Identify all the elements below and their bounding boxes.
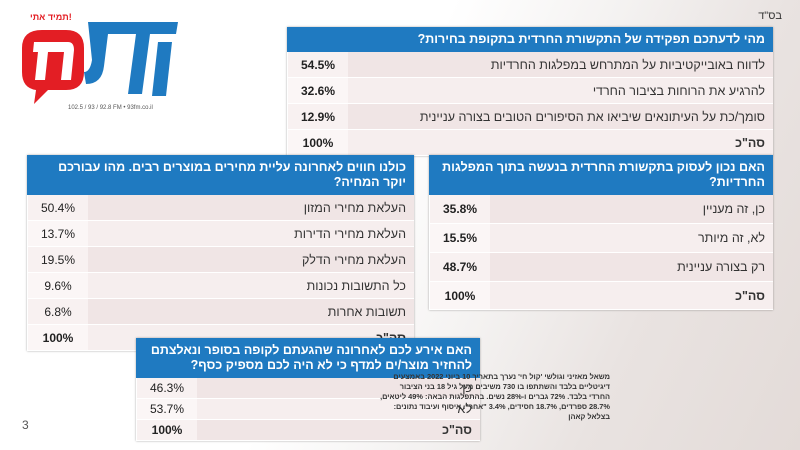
- q3-table: האם נכון לעסוק בתקשורת החרדית בנעשה בתוך…: [429, 155, 773, 310]
- row-value: 13.7%: [27, 221, 88, 246]
- logo-graphic: [22, 22, 178, 104]
- total-value: 100%: [429, 282, 490, 309]
- table-row: כן, זה מעניין 35.8%: [429, 195, 773, 224]
- row-value: 50.4%: [27, 195, 88, 220]
- table-row-total: סה"כ 100%: [136, 420, 480, 441]
- table-row: להרגיע את הרוחות בציבור החרדי 32.6%: [287, 78, 773, 104]
- table-row: כן 46.3%: [136, 378, 480, 399]
- bsd-label: בס"ד: [758, 10, 782, 22]
- q1-table: מהי לדעתכם תפקידה של התקשורת החרדית בתקו…: [287, 27, 773, 156]
- row-label: העלאת מחירי הדירות: [88, 221, 414, 246]
- row-label: כל התשובות נכונות: [88, 273, 414, 298]
- row-label: סומך/כת על העיתונאים שיביאו את הסיפורים …: [348, 104, 773, 129]
- row-value: 15.5%: [429, 224, 490, 252]
- logo-frequencies: 102.5 / 93 / 92.8 FM • 93fm.co.il: [68, 105, 153, 111]
- q2-question: כולנו חווים לאחרונה עליית מחירים במוצרים…: [27, 155, 414, 195]
- row-value: 54.5%: [287, 52, 348, 77]
- row-label: להרגיע את הרוחות בציבור החרדי: [348, 78, 773, 103]
- row-value: 6.8%: [27, 299, 88, 324]
- total-label: סה"כ: [348, 130, 773, 155]
- table-row: לדווח באובייקטיביות על המתרחש במפלגות הח…: [287, 52, 773, 78]
- row-label: העלאת מחירי המזון: [88, 195, 414, 220]
- total-label: סה"כ: [197, 420, 480, 440]
- total-value: 100%: [287, 130, 348, 155]
- row-label: לדווח באובייקטיביות על המתרחש במפלגות הח…: [348, 52, 773, 77]
- row-label: תשובות אחרות: [88, 299, 414, 324]
- row-value: 12.9%: [287, 104, 348, 129]
- row-value: 46.3%: [136, 378, 197, 398]
- row-label: רק בצורה עניינית: [490, 253, 773, 281]
- table-row: תשובות אחרות 6.8%: [27, 299, 414, 325]
- table-row: לא 53.7%: [136, 399, 480, 420]
- table-row: לא, זה מיותר 15.5%: [429, 224, 773, 253]
- table-row: העלאת מחירי המזון 50.4%: [27, 195, 414, 221]
- total-value: 100%: [136, 420, 197, 440]
- q3-question: האם נכון לעסוק בתקשורת החרדית בנעשה בתוך…: [429, 155, 773, 195]
- row-value: 9.6%: [27, 273, 88, 298]
- total-label: סה"כ: [490, 282, 773, 309]
- row-value: 35.8%: [429, 195, 490, 223]
- table-row: העלאת מחירי הדלק 19.5%: [27, 247, 414, 273]
- row-label: העלאת מחירי הדלק: [88, 247, 414, 272]
- q4-table: האם אירע לכם לאחרונה שהגעתם לקופה בסופר …: [136, 338, 480, 441]
- table-row-total: סה"כ 100%: [429, 282, 773, 310]
- row-value: 19.5%: [27, 247, 88, 272]
- page-number: 3: [22, 418, 29, 432]
- table-row: העלאת מחירי הדירות 13.7%: [27, 221, 414, 247]
- table-row: סומך/כת על העיתונאים שיביאו את הסיפורים …: [287, 104, 773, 130]
- q1-question: מהי לדעתכם תפקידה של התקשורת החרדית בתקו…: [287, 27, 773, 52]
- table-row-total: סה"כ 100%: [287, 130, 773, 156]
- logo-tagline: תמיד אתי!: [30, 12, 72, 22]
- row-value: 53.7%: [136, 399, 197, 419]
- q4-question: האם אירע לכם לאחרונה שהגעתם לקופה בסופר …: [136, 338, 480, 378]
- table-row: כל התשובות נכונות 9.6%: [27, 273, 414, 299]
- survey-footnote: משאל מאזיני וגולשי 'קול חי' נערך בתאריך …: [380, 372, 610, 421]
- total-value: 100%: [27, 325, 88, 350]
- row-label: לא: [197, 399, 480, 419]
- row-value: 32.6%: [287, 78, 348, 103]
- row-label: כן, זה מעניין: [490, 195, 773, 223]
- q2-table: כולנו חווים לאחרונה עליית מחירים במוצרים…: [27, 155, 414, 351]
- row-value: 48.7%: [429, 253, 490, 281]
- kol-chai-logo: תמיד אתי! 102.5 / 93 / 92.8 FM • 93fm.co…: [8, 8, 178, 111]
- row-label: לא, זה מיותר: [490, 224, 773, 252]
- table-row: רק בצורה עניינית 48.7%: [429, 253, 773, 282]
- row-label: כן: [197, 378, 480, 398]
